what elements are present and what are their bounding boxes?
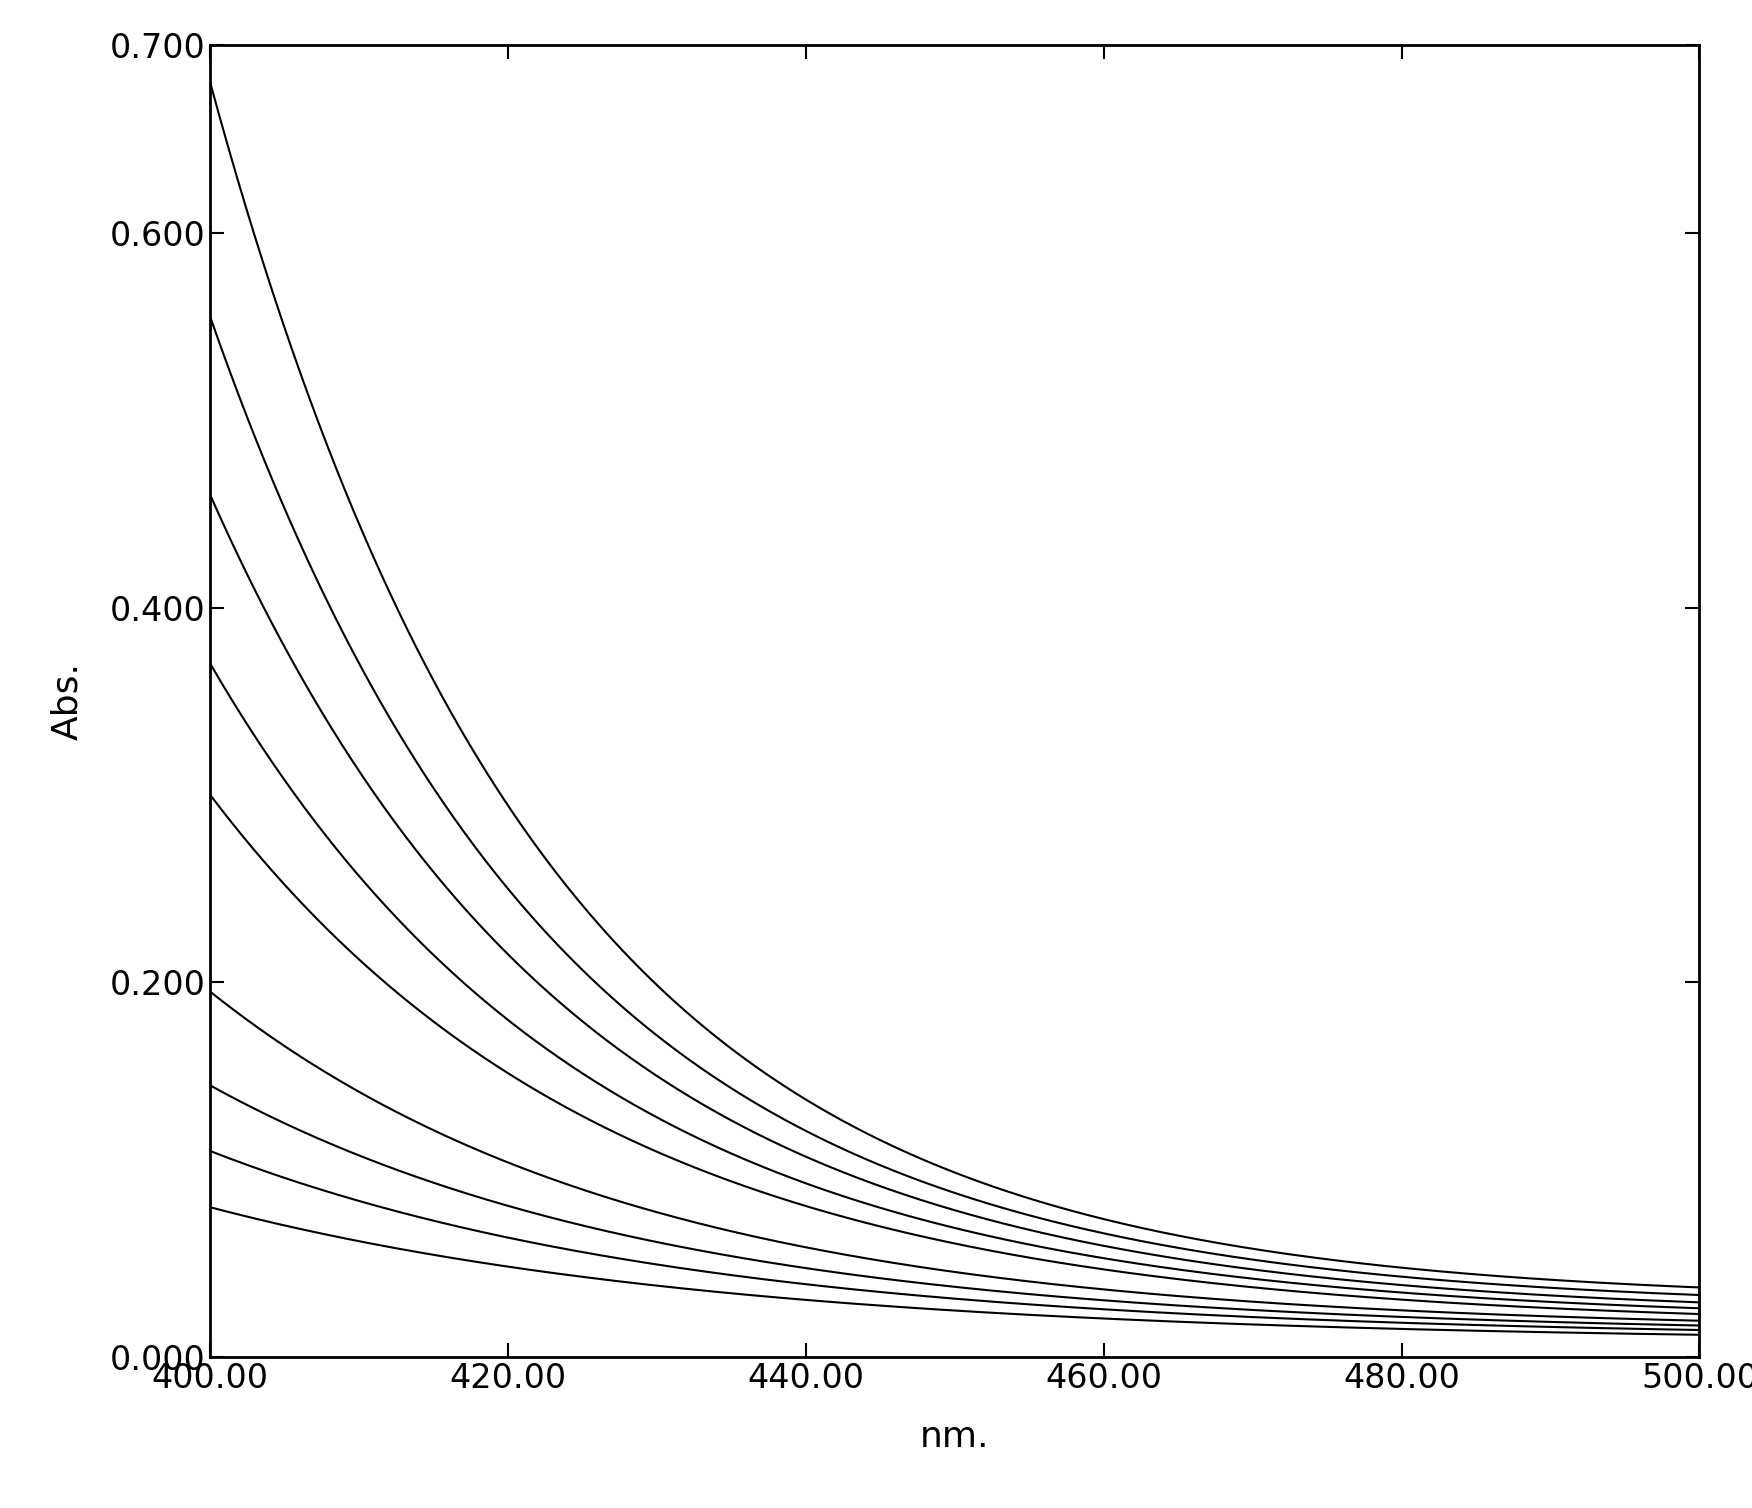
X-axis label: nm.: nm. (920, 1421, 990, 1454)
Y-axis label: Abs.: Abs. (51, 662, 84, 740)
